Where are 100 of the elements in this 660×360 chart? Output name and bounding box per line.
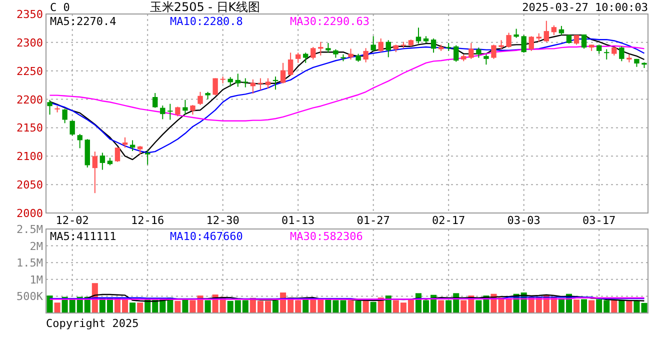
candlestick <box>47 99 52 116</box>
candlestick <box>77 133 82 149</box>
bar <box>581 299 588 313</box>
candlestick <box>619 46 624 62</box>
bar <box>46 296 53 313</box>
candlestick <box>318 41 324 56</box>
y-tick-label: 2350 <box>16 8 43 21</box>
bar <box>438 300 444 313</box>
bar <box>626 300 632 313</box>
bar <box>174 300 181 313</box>
x-tick-label: 12-02 <box>56 214 89 227</box>
candlestick <box>551 24 557 36</box>
candlestick <box>521 34 526 54</box>
y-tick-label: 1.5M <box>16 256 44 270</box>
y-tick-label: 2.5M <box>16 223 44 236</box>
x-tick-label: 01-27 <box>356 214 390 227</box>
candlestick <box>416 27 422 44</box>
x-tick-label: 02-17 <box>432 214 466 227</box>
candlestick <box>370 36 376 52</box>
bar <box>355 300 362 313</box>
chart-title: 玉米2505 - 日K线图 <box>150 0 260 14</box>
candlestick <box>62 108 68 124</box>
y-tick-label: 2200 <box>16 93 43 106</box>
text: MA5:2270.4 <box>50 15 117 28</box>
candlestick <box>190 104 196 116</box>
candlestick <box>100 152 106 170</box>
text: MA5:411111 <box>50 230 116 243</box>
candlestick <box>348 48 354 60</box>
text: MA10:2280.8 <box>170 15 243 28</box>
y-tick-label: 2M <box>30 240 44 253</box>
candlestick <box>498 40 504 50</box>
annotation: 2025-03-27 10:00:03 <box>522 1 648 14</box>
annotation: C 0 <box>50 1 70 14</box>
candlestick <box>484 54 489 66</box>
line-series <box>49 45 645 122</box>
candlestick <box>544 20 550 42</box>
candlestick <box>514 28 519 38</box>
y-tick-label: 2250 <box>16 64 43 78</box>
candlestick <box>198 91 203 106</box>
candlestick <box>566 34 572 44</box>
y-tick-label: 500K <box>16 290 44 304</box>
x-tick-label: 01-13 <box>282 214 315 227</box>
candlestick <box>430 38 436 54</box>
text: MA30:582306 <box>290 230 363 243</box>
candlestick <box>122 136 128 148</box>
candlestick <box>280 62 286 84</box>
bar <box>362 300 369 313</box>
candlestick <box>160 105 166 120</box>
bar <box>54 302 60 313</box>
candlestick <box>378 38 384 53</box>
candlestick <box>363 48 368 63</box>
candlestick <box>144 150 150 166</box>
text: MA10:467660 <box>170 230 243 243</box>
candlestick <box>468 42 474 60</box>
candlestick <box>175 106 180 117</box>
y-tick-label: 2000 <box>16 207 43 220</box>
candlestick <box>114 147 120 162</box>
candlestick <box>303 52 308 64</box>
candlestick <box>454 44 459 62</box>
candlestick <box>491 44 496 60</box>
x-tick-label: 03-17 <box>582 214 616 227</box>
candlestick <box>386 40 391 58</box>
candlestick <box>288 52 294 76</box>
candlestick <box>326 42 331 54</box>
candlestick <box>235 73 240 88</box>
y-tick-label: 1M <box>30 273 44 286</box>
bar <box>348 300 354 313</box>
candlestick <box>265 78 271 89</box>
candlestick <box>212 78 218 96</box>
y-tick-label: 2300 <box>16 36 43 50</box>
candlestick <box>604 48 610 60</box>
candlestick <box>506 32 512 48</box>
y-tick-label: 2100 <box>16 150 43 164</box>
y-tick-label: 2150 <box>16 122 43 135</box>
candlestick <box>581 34 587 50</box>
candlestick <box>242 78 248 88</box>
x-tick-label: 03-03 <box>507 214 540 227</box>
candlestick <box>574 34 580 46</box>
candlestick <box>182 99 188 116</box>
text: Copyright 2025 <box>46 317 139 330</box>
x-tick-label: 12-16 <box>131 214 164 227</box>
candlestick <box>92 151 98 194</box>
x-tick-label: 12-30 <box>206 214 240 227</box>
bar <box>272 300 279 313</box>
candlestick <box>476 47 482 58</box>
candlestick <box>70 120 75 136</box>
bar <box>137 302 144 313</box>
bar <box>130 302 136 313</box>
candlestick <box>168 103 173 120</box>
bar <box>370 302 376 313</box>
candlestick <box>295 52 301 64</box>
candlestick <box>152 92 158 108</box>
text: MA30:2290.63 <box>290 15 370 28</box>
bar <box>588 300 595 313</box>
candlestick <box>310 46 316 60</box>
candlestick <box>558 25 564 36</box>
y-tick-label: 2050 <box>16 178 43 192</box>
bar <box>574 300 580 313</box>
candlestick <box>528 36 534 52</box>
bar <box>611 300 618 313</box>
